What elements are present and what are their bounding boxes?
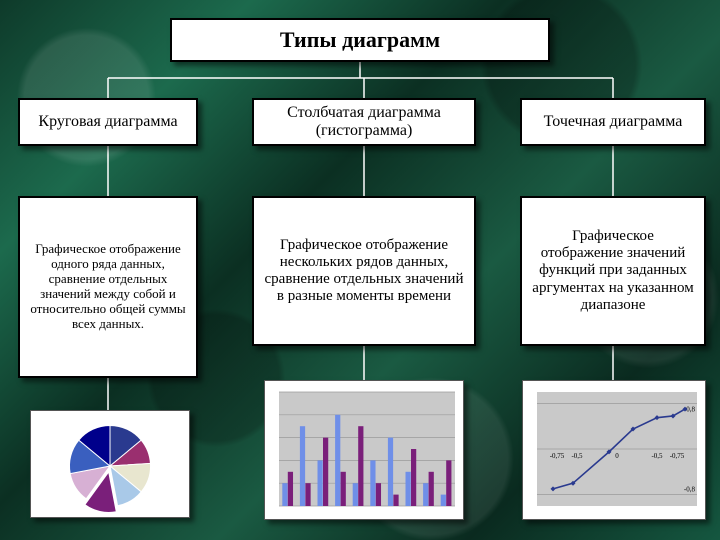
chart-pie	[30, 410, 190, 518]
svg-text:0,8: 0,8	[686, 405, 695, 413]
branch-desc-scatter-text: Графическое отображение значений функций…	[530, 228, 696, 314]
svg-text:-0,75: -0,75	[550, 452, 565, 460]
chart-scatter: -0,8 0,8 -0,75 -0,5 0 -0,5 -0,75	[522, 380, 706, 520]
svg-text:-0,5: -0,5	[571, 452, 583, 460]
branch-desc-bar: Графическое отображение нескольких рядов…	[252, 196, 476, 346]
branch-name-pie: Круговая диаграмма	[18, 98, 198, 146]
svg-text:0: 0	[615, 452, 619, 460]
branch-name-scatter-text: Точечная диаграмма	[544, 113, 683, 131]
branch-name-pie-text: Круговая диаграмма	[38, 113, 177, 131]
svg-text:-0,75: -0,75	[670, 452, 685, 460]
branch-desc-pie: Графическое отображение одного ряда данн…	[18, 196, 198, 378]
svg-text:-0,8: -0,8	[684, 486, 696, 494]
chart-bar	[264, 380, 464, 520]
slide-stage: Типы диаграмм Круговая диаграмма Столбча…	[0, 0, 720, 540]
branch-desc-pie-text: Графическое отображение одного ряда данн…	[28, 242, 188, 332]
branch-desc-scatter: Графическое отображение значений функций…	[520, 196, 706, 346]
branch-desc-bar-text: Графическое отображение нескольких рядов…	[262, 237, 466, 306]
title-text: Типы диаграмм	[280, 27, 440, 52]
title-box: Типы диаграмм	[170, 18, 550, 62]
branch-name-bar-text: Столбчатая диаграмма (гистограмма)	[262, 104, 466, 141]
branch-name-bar: Столбчатая диаграмма (гистограмма)	[252, 98, 476, 146]
svg-text:-0,5: -0,5	[651, 452, 663, 460]
branch-name-scatter: Точечная диаграмма	[520, 98, 706, 146]
